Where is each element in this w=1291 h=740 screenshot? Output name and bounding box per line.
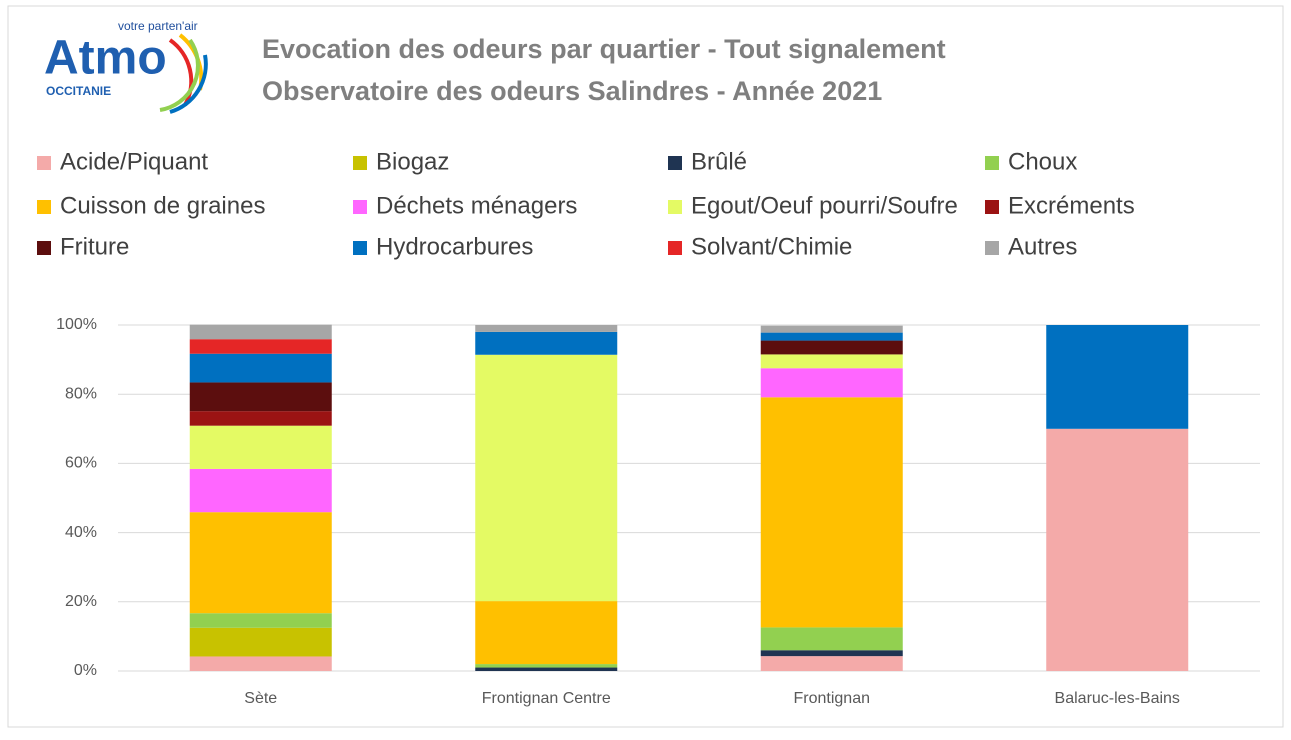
y-tick-label: 100% <box>56 316 97 333</box>
logo-region: OCCITANIE <box>46 84 111 98</box>
logo-name: Atmo <box>44 32 167 85</box>
bar-segment <box>760 627 903 651</box>
legend-label: Choux <box>1008 148 1077 175</box>
legend-swatch <box>353 200 367 214</box>
bar-segment <box>189 613 332 628</box>
legend-swatch <box>668 241 682 255</box>
bar-segment <box>760 325 903 333</box>
legend-label: Solvant/Chimie <box>691 233 852 260</box>
bar-segment <box>760 397 903 628</box>
bar-segment <box>189 656 332 671</box>
bar-segment <box>760 332 903 341</box>
bar-segment <box>189 468 332 513</box>
legend-label: Hydrocarbures <box>376 233 533 260</box>
bar-segment <box>189 339 332 354</box>
chart-subtitle: Observatoire des odeurs Salindres - Anné… <box>262 76 882 106</box>
x-tick-label: Balaruc-les-Bains <box>1055 690 1180 707</box>
legend-label: Cuisson de graines <box>60 192 265 219</box>
legend-swatch <box>37 200 51 214</box>
legend-label: Acide/Piquant <box>60 148 208 175</box>
bar-segment <box>760 656 903 671</box>
bar-segment <box>475 601 618 665</box>
logo-arc <box>159 38 200 112</box>
bar-segment <box>189 353 332 383</box>
legend-label: Egout/Oeuf pourri/Soufre <box>691 192 958 219</box>
legend-swatch <box>985 200 999 214</box>
legend-swatch <box>353 241 367 255</box>
bar-segment <box>189 411 332 426</box>
x-tick-label: Frontignan Centre <box>482 690 611 707</box>
bar-segment <box>475 325 618 332</box>
bar-segment <box>760 354 903 369</box>
y-tick-label: 20% <box>65 593 97 610</box>
y-tick-label: 80% <box>65 385 97 402</box>
legend-swatch <box>985 241 999 255</box>
bar-segment <box>189 425 332 469</box>
chart-title: Evocation des odeurs par quartier - Tout… <box>262 34 946 64</box>
legend-swatch <box>668 156 682 170</box>
legend-swatch <box>37 156 51 170</box>
x-tick-label: Frontignan <box>794 690 871 707</box>
logo-arc <box>168 38 194 106</box>
bar-segment <box>1046 428 1189 671</box>
legend-label: Friture <box>60 233 129 260</box>
bar-segment <box>189 512 332 614</box>
y-tick-label: 0% <box>74 662 97 679</box>
y-tick-label: 60% <box>65 455 97 472</box>
legend-swatch <box>353 156 367 170</box>
legend-label: Excréments <box>1008 192 1135 219</box>
bar-segment <box>475 331 618 355</box>
bar-segment <box>189 324 332 340</box>
logo-tagline: votre parten'air <box>118 19 198 33</box>
legend-swatch <box>37 241 51 255</box>
logo-arc <box>169 54 208 114</box>
legend-swatch <box>985 156 999 170</box>
y-tick-label: 40% <box>65 524 97 541</box>
legend-label: Biogaz <box>376 148 449 175</box>
logo: votre parten'air Atmo OCCITANIE <box>44 19 208 114</box>
bar-segment <box>475 354 618 602</box>
x-tick-label: Sète <box>244 690 277 707</box>
bar-segment <box>1046 325 1189 429</box>
legend-label: Brûlé <box>691 148 747 175</box>
bar-segment <box>189 627 332 657</box>
bar-segment <box>760 650 903 657</box>
bar-segment <box>475 664 618 668</box>
bar-segment <box>760 368 903 398</box>
bar-segment <box>760 340 903 355</box>
bar-segment <box>475 667 618 671</box>
legend-swatch <box>668 200 682 214</box>
bar-segment <box>189 382 332 412</box>
legend-label: Déchets ménagers <box>376 192 577 219</box>
legend-label: Autres <box>1008 233 1077 260</box>
